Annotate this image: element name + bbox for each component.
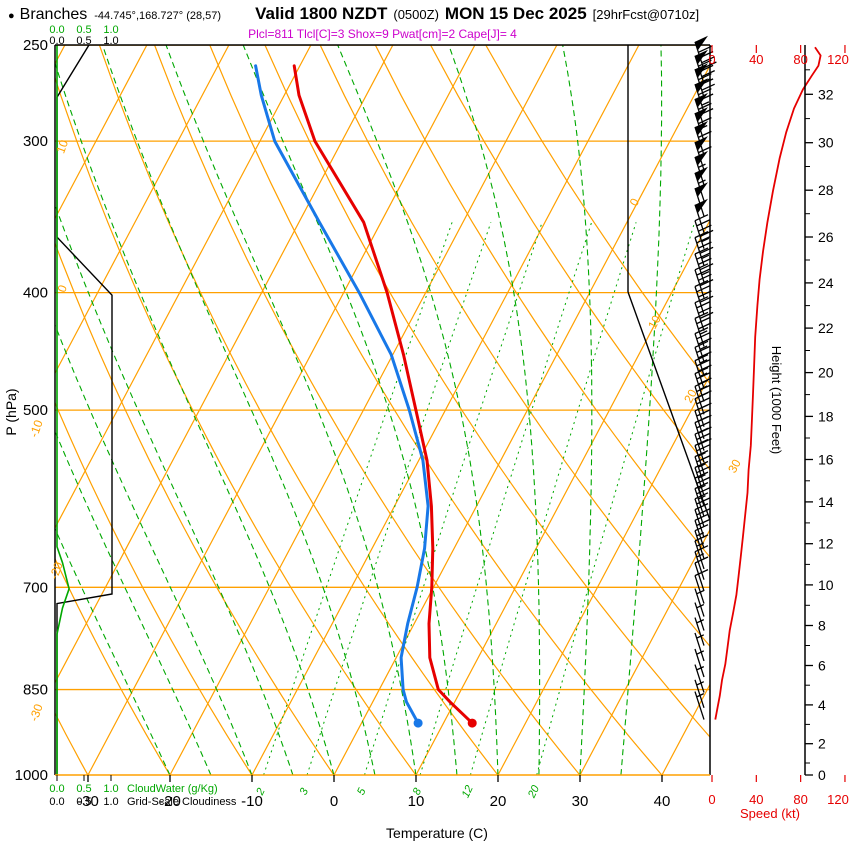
svg-text:2: 2 — [818, 736, 826, 752]
bullet-icon: ● — [8, 10, 15, 22]
svg-text:1.0: 1.0 — [103, 796, 118, 808]
stability-indices: Plcl=811 Tlcl[C]=3 Shox=9 Pwat[cm]=2 Cap… — [248, 27, 517, 41]
svg-text:400: 400 — [23, 285, 48, 302]
svg-text:3: 3 — [298, 786, 312, 797]
svg-text:10: 10 — [53, 138, 71, 156]
svg-text:8: 8 — [818, 617, 826, 633]
svg-text:1.0: 1.0 — [103, 35, 118, 47]
svg-text:-30: -30 — [27, 702, 46, 723]
svg-text:6: 6 — [818, 657, 826, 673]
svg-text:1000: 1000 — [15, 767, 48, 784]
svg-text:-10: -10 — [241, 793, 263, 810]
svg-text:4: 4 — [818, 697, 826, 713]
svg-text:CloudWater (g/Kg): CloudWater (g/Kg) — [127, 783, 218, 795]
svg-text:5: 5 — [355, 786, 369, 797]
svg-text:Speed (kt): Speed (kt) — [740, 806, 800, 821]
svg-text:0.5: 0.5 — [76, 796, 91, 808]
svg-text:-20: -20 — [47, 560, 66, 581]
svg-text:26: 26 — [818, 229, 834, 245]
svg-text:Temperature (C): Temperature (C) — [386, 825, 488, 841]
svg-text:-30: -30 — [77, 793, 99, 810]
svg-text:20: 20 — [526, 783, 543, 801]
svg-text:40: 40 — [749, 792, 763, 807]
svg-text:30: 30 — [818, 135, 834, 151]
svg-text:P (hPa): P (hPa) — [3, 388, 19, 435]
svg-text:850: 850 — [23, 682, 48, 699]
svg-text:20: 20 — [818, 365, 834, 381]
svg-text:24: 24 — [818, 275, 834, 291]
svg-text:0.0: 0.0 — [49, 783, 64, 795]
svg-text:80: 80 — [793, 52, 807, 67]
svg-text:80: 80 — [793, 792, 807, 807]
svg-text:30: 30 — [725, 457, 744, 476]
svg-text:0.5: 0.5 — [76, 35, 91, 47]
svg-text:22: 22 — [818, 320, 834, 336]
valid-time-group: Valid 1800 NZDT (0500Z) MON 15 Dec 2025 … — [255, 4, 699, 24]
svg-text:10: 10 — [818, 577, 834, 593]
svg-text:1.0: 1.0 — [103, 24, 118, 36]
forecast-hour: [29hrFcst@0710z] — [592, 7, 700, 22]
svg-text:0.5: 0.5 — [76, 24, 91, 36]
valid-time-utc: (0500Z) — [393, 7, 439, 22]
valid-time: Valid 1800 NZDT — [255, 4, 388, 23]
svg-text:0.0: 0.0 — [49, 35, 64, 47]
svg-text:14: 14 — [818, 494, 834, 510]
svg-text:700: 700 — [23, 579, 48, 596]
svg-text:Grid-Scale Cloudiness: Grid-Scale Cloudiness — [127, 796, 237, 808]
svg-text:250: 250 — [23, 37, 48, 54]
svg-text:10: 10 — [408, 793, 425, 810]
svg-text:1.0: 1.0 — [103, 783, 118, 795]
skewt-grid-lines — [55, 45, 710, 775]
svg-text:10: 10 — [645, 313, 664, 332]
svg-text:120: 120 — [827, 792, 849, 807]
sounding-curves — [254, 64, 477, 728]
svg-text:40: 40 — [654, 793, 671, 810]
svg-text:40: 40 — [749, 52, 763, 67]
station-coords: -44.745°,168.727° (28,57) — [94, 10, 222, 22]
svg-text:0: 0 — [330, 793, 338, 810]
moist-adiabat-and-mixing-ratio-lines — [55, 45, 696, 775]
svg-text:2: 2 — [254, 786, 268, 798]
svg-text:32: 32 — [818, 86, 834, 102]
svg-text:0: 0 — [708, 792, 715, 807]
header: ● Branches -44.745°,168.727° (28,57) Val… — [8, 4, 699, 24]
svg-text:Height (1000 Feet): Height (1000 Feet) — [769, 346, 784, 454]
station-name: Branches — [19, 6, 88, 23]
svg-text:20: 20 — [490, 793, 507, 810]
svg-text:18: 18 — [818, 408, 834, 424]
svg-text:-20: -20 — [159, 793, 181, 810]
svg-text:30: 30 — [572, 793, 589, 810]
svg-text:28: 28 — [818, 182, 834, 198]
svg-text:0: 0 — [708, 52, 715, 67]
svg-text:12: 12 — [460, 784, 476, 800]
svg-text:0: 0 — [818, 767, 826, 783]
svg-text:8: 8 — [411, 786, 425, 797]
wind-speed-profile — [714, 46, 822, 720]
svg-text:300: 300 — [23, 133, 48, 150]
svg-text:0: 0 — [55, 283, 71, 294]
cloud-profiles — [56, 45, 113, 775]
wind-barbs — [694, 35, 717, 720]
svg-text:0.0: 0.0 — [49, 796, 64, 808]
svg-text:0.5: 0.5 — [76, 783, 91, 795]
svg-text:0.0: 0.0 — [49, 24, 64, 36]
svg-text:12: 12 — [818, 536, 834, 552]
svg-text:20: 20 — [681, 387, 700, 406]
plot-frame — [54, 44, 711, 776]
svg-text:500: 500 — [23, 402, 48, 419]
svg-text:-10: -10 — [27, 418, 46, 439]
svg-text:120: 120 — [827, 52, 849, 67]
svg-text:16: 16 — [818, 451, 834, 467]
valid-date: MON 15 Dec 2025 — [444, 4, 587, 23]
